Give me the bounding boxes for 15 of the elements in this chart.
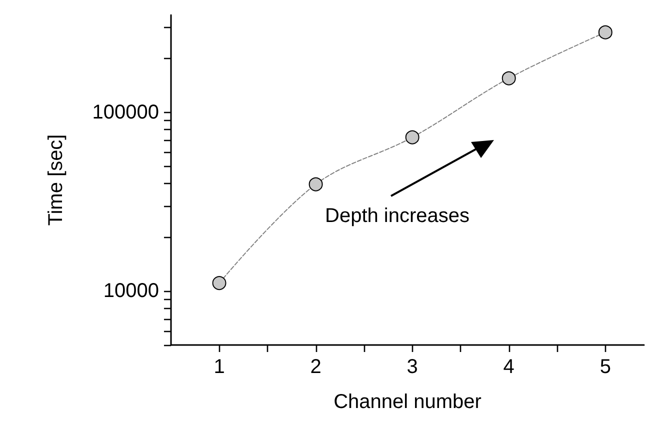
point — [308, 177, 323, 192]
y-tick-label: 10000 — [103, 280, 159, 302]
point — [502, 71, 516, 86]
y-tick-label: 100000 — [92, 101, 159, 124]
y-axis-title: Time [sec] — [45, 134, 67, 226]
x-tick-label: 3 — [406, 356, 418, 378]
point — [405, 130, 420, 144]
x-tick-label: 2 — [310, 356, 322, 378]
x-tick-label: 5 — [600, 356, 611, 378]
point — [598, 25, 612, 40]
x-tick-label: 1 — [214, 356, 225, 378]
x-axis-title: Channel number — [334, 391, 482, 413]
annotation: Depth increases — [325, 205, 470, 227]
x-tick-label: 4 — [503, 356, 514, 378]
point — [212, 276, 226, 290]
